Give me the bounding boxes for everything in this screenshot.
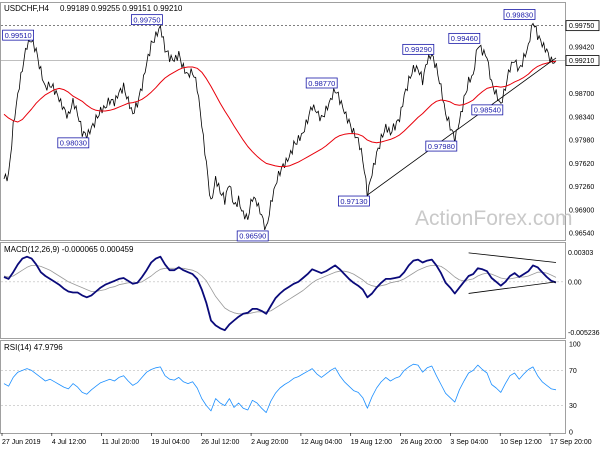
main-y-tick: 0.97980 [569, 138, 594, 145]
resistance-price-tag [565, 20, 600, 32]
level-text: 0.99290 [405, 45, 432, 54]
macd-triangle-line [468, 281, 557, 294]
main-ohlc: 0.99189 0.99255 0.99151 0.99210 [60, 4, 183, 13]
level-text: 0.97130 [340, 197, 367, 206]
level-label: 0.98030 [57, 137, 90, 149]
main-y-tick: 0.99750 [569, 23, 594, 30]
rsi-panel-frame [0, 340, 566, 434]
level-box [305, 77, 338, 89]
level-box [503, 9, 536, 20]
macd-y-tick: -0.005236 [568, 330, 600, 337]
main-y-tick: 0.98340 [569, 114, 594, 121]
level-box [236, 230, 269, 242]
rsi-line [3, 363, 557, 414]
x-tick-label: 17 Sep 20:00 [550, 439, 592, 446]
rsi-y-tick: 30 [569, 403, 577, 410]
x-tick-label: 11 Jul 20:00 [102, 439, 140, 446]
rsi-y-tick: 100 [569, 342, 581, 349]
main-plot: 0.99510 0.98030 0.99750 0.96590 0.98770 0.971… [1, 9, 565, 242]
x-tick-label: 26 Jul 12:00 [201, 439, 239, 446]
level-label: 0.99750 [130, 14, 163, 26]
level-label: 0.99510 [2, 29, 34, 41]
main-panel-frame [0, 2, 566, 241]
macd-y-tick: 0.00 [568, 279, 582, 286]
macd-triangle-line [468, 252, 557, 263]
level-box [2, 29, 34, 41]
main-y-tick: 0.98700 [569, 91, 594, 98]
macd-title: MACD(12,26,9) -0.000065 0.000459 [4, 245, 134, 254]
level-label: 0.97130 [337, 195, 370, 207]
macd-main-line [3, 255, 557, 332]
rsi-y-tick: 70 [569, 368, 577, 375]
price-series [3, 22, 557, 231]
level-box [448, 32, 481, 44]
level-label: 0.98770 [305, 77, 338, 89]
main-y-tick: 0.97260 [569, 184, 594, 191]
x-tick-label: 4 Jul 12:00 [52, 439, 86, 446]
x-tick-label: 19 Aug 12:00 [351, 439, 392, 446]
main-title: USDCHF,H4 [4, 4, 49, 13]
macd-plot [1, 252, 565, 332]
level-text: 0.99510 [5, 31, 32, 40]
x-tick-label: 27 Jun 2019 [2, 439, 41, 446]
level-text: 0.98770 [308, 79, 335, 88]
level-text: 0.98030 [60, 139, 87, 148]
level-label: 0.99460 [448, 32, 481, 44]
level-box [471, 104, 504, 116]
level-box [425, 140, 458, 152]
rsi-title: RSI(14) 47.9796 [4, 343, 63, 352]
x-tick-label: 19 Jul 04:00 [151, 439, 189, 446]
rsi-y-tick: 0 [569, 430, 573, 437]
level-label: 0.98540 [471, 104, 504, 116]
last-price-tag [565, 55, 600, 66]
macd-panel-frame [0, 242, 566, 339]
x-tick-label: 26 Aug 20:00 [401, 439, 442, 446]
x-tick-label: 10 Sep 12:00 [500, 439, 542, 446]
level-text: 0.96590 [239, 232, 266, 241]
main-y-tick: 0.96540 [569, 231, 594, 238]
level-box [402, 43, 435, 55]
main-y-tick: 0.99420 [569, 44, 594, 51]
main-y-tick: 0.97620 [569, 161, 594, 168]
rsi-plot [1, 363, 565, 414]
main-y-tick: 0.99210 [569, 58, 594, 65]
watermark: ActionForex.com [415, 207, 573, 230]
axes: 0.99750 0.99420 0.99210 0.98700 0.98340 0.979… [1, 20, 600, 446]
level-text: 0.99830 [506, 10, 533, 19]
level-label: 0.99830 [503, 9, 536, 20]
x-tick-label: 3 Sep 04:00 [450, 439, 488, 446]
level-text: 0.98540 [474, 106, 501, 115]
moving-average-line [3, 60, 557, 168]
macd-y-tick: 0.00303 [568, 250, 593, 257]
level-label: 0.99290 [402, 43, 435, 55]
x-tick-label: 2 Aug 20:00 [251, 439, 288, 446]
level-text: 0.97980 [428, 142, 455, 151]
level-box [130, 14, 163, 26]
level-box [57, 137, 90, 149]
level-text: 0.99460 [451, 34, 478, 43]
level-box [337, 195, 370, 207]
support-trendline [367, 57, 557, 196]
main-y-tick: 0.96900 [569, 207, 594, 214]
level-label: 0.96590 [236, 230, 269, 242]
level-label: 0.97980 [425, 140, 458, 152]
level-text: 0.99750 [133, 15, 160, 24]
x-tick-label: 12 Aug 04:00 [301, 439, 342, 446]
